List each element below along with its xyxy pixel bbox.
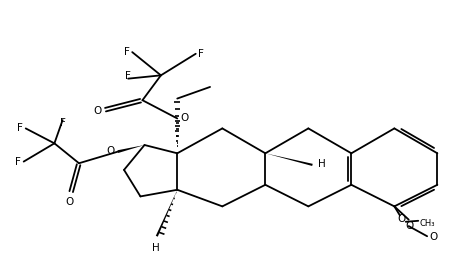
- Text: O: O: [397, 214, 405, 224]
- Text: O: O: [106, 146, 115, 156]
- Text: O: O: [180, 113, 188, 123]
- Text: O: O: [405, 221, 413, 231]
- Text: F: F: [198, 49, 204, 59]
- Text: H: H: [152, 243, 159, 253]
- Text: F: F: [17, 123, 23, 133]
- Text: O: O: [66, 197, 74, 207]
- Text: O: O: [93, 106, 101, 116]
- Text: F: F: [15, 157, 21, 167]
- Text: F: F: [125, 71, 131, 81]
- Polygon shape: [265, 153, 313, 166]
- Text: CH₃: CH₃: [419, 219, 435, 228]
- Text: O: O: [429, 232, 437, 242]
- Polygon shape: [156, 190, 177, 237]
- Text: F: F: [124, 47, 130, 57]
- Text: F: F: [60, 118, 66, 128]
- Polygon shape: [118, 145, 145, 153]
- Text: H: H: [318, 159, 326, 169]
